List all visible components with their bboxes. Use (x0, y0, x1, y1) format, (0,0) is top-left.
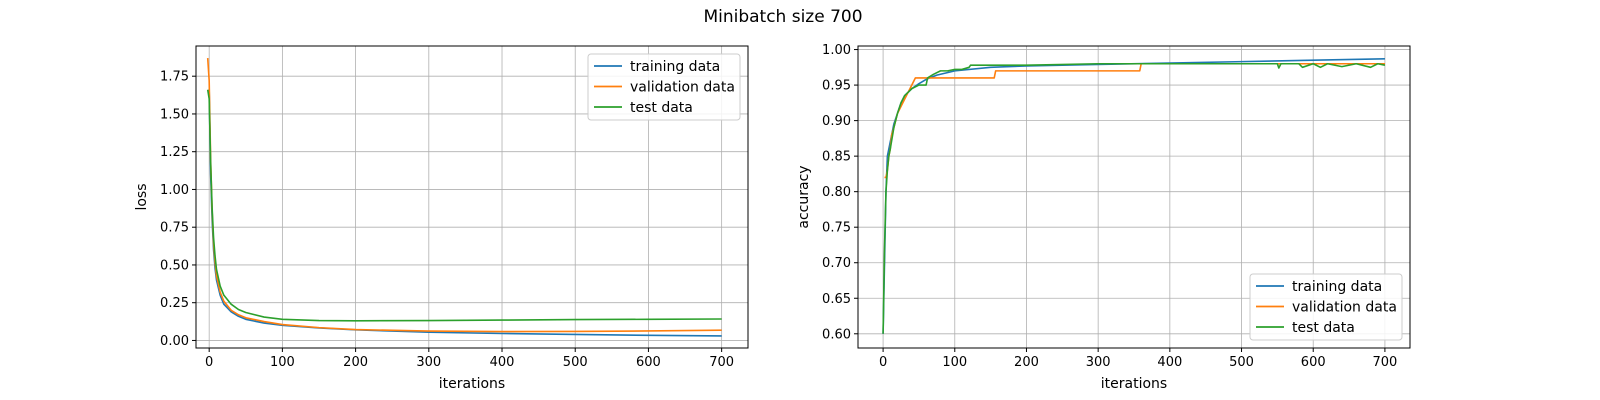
loss-ytick-label-4: 1.00 (160, 183, 189, 198)
loss-legend-label-0: training data (630, 59, 720, 75)
accuracy-xtick-label-6: 600 (1301, 355, 1326, 370)
loss-series-training-data (208, 89, 722, 337)
accuracy-xtick-label-1: 100 (942, 355, 967, 370)
loss-xtick-label-1: 100 (270, 355, 295, 370)
loss-xlabel: iterations (439, 376, 505, 392)
accuracy-ytick-label-1: 0.65 (822, 292, 851, 307)
accuracy-series-group (882, 57, 1386, 334)
accuracy-ytick-label-4: 0.80 (822, 185, 851, 200)
accuracy-xtick-label-5: 500 (1229, 355, 1254, 370)
accuracy-xtick-label-2: 200 (1014, 355, 1039, 370)
loss-xtick-label-7: 700 (709, 355, 734, 370)
accuracy-ytick-label-0: 0.60 (822, 327, 851, 342)
loss-xtick-label-5: 500 (563, 355, 588, 370)
accuracy-xtick-label-4: 400 (1157, 355, 1182, 370)
accuracy-ylabel: accuracy (796, 165, 812, 228)
accuracy-legend-label-1: validation data (1292, 300, 1397, 316)
accuracy-legend-label-0: training data (1292, 279, 1382, 295)
loss-ytick-label-1: 0.25 (160, 296, 189, 311)
loss-xtick-label-0: 0 (205, 355, 213, 370)
accuracy-axes-frame (857, 45, 1411, 349)
loss-xtick-label-4: 400 (490, 355, 515, 370)
accuracy-ytick-label-8: 1.00 (822, 43, 851, 58)
loss-series-test-data (206, 89, 722, 322)
loss-legend: training data validation data test data (587, 53, 741, 121)
loss-ytick-label-0: 0.00 (160, 334, 189, 349)
loss-ytick-label-6: 1.50 (160, 107, 189, 122)
accuracy-xtick-label-3: 300 (1086, 355, 1111, 370)
accuracy-ytick-label-3: 0.75 (822, 221, 851, 236)
accuracy-xtick-label-0: 0 (879, 355, 887, 370)
loss-ytick-label-5: 1.25 (160, 145, 189, 160)
accuracy-ytick-label-7: 0.95 (822, 79, 851, 94)
accuracy-legend-label-2: test data (1292, 320, 1355, 336)
accuracy-ytick-label-5: 0.85 (822, 150, 851, 165)
figure-title: Minibatch size 700 (703, 7, 862, 27)
loss-ylabel: loss (134, 183, 150, 210)
accuracy-xtick-label-7: 700 (1372, 355, 1397, 370)
accuracy-xlabel: iterations (1101, 376, 1167, 392)
loss-ytick-label-3: 0.75 (160, 221, 189, 236)
accuracy-legend: training data validation data test data (1249, 273, 1403, 341)
loss-legend-label-2: test data (630, 100, 693, 116)
loss-plot: 0 100 200 300 400 500 600 700 0.00 0.25 0.50 0.75 1.… (134, 45, 749, 392)
accuracy-legend-box (1249, 273, 1403, 341)
loss-legend-box (587, 53, 741, 121)
loss-xtick-label-2: 200 (343, 355, 368, 370)
accuracy-ytick-label-6: 0.90 (822, 114, 851, 129)
loss-xtick-label-6: 600 (636, 355, 661, 370)
loss-legend-label-1: validation data (630, 80, 735, 96)
loss-ytick-label-7: 1.75 (160, 70, 189, 85)
accuracy-series-test-data (882, 62, 1386, 334)
accuracy-ytick-label-2: 0.70 (822, 256, 851, 271)
accuracy-plot: 0 100 200 300 400 500 600 700 0.60 0.65 0.70 0.75 0.… (796, 43, 1411, 392)
loss-series-group (206, 58, 722, 337)
loss-axes-frame (195, 45, 749, 349)
loss-xtick-label-3: 300 (416, 355, 441, 370)
loss-ytick-label-2: 0.50 (160, 258, 189, 273)
